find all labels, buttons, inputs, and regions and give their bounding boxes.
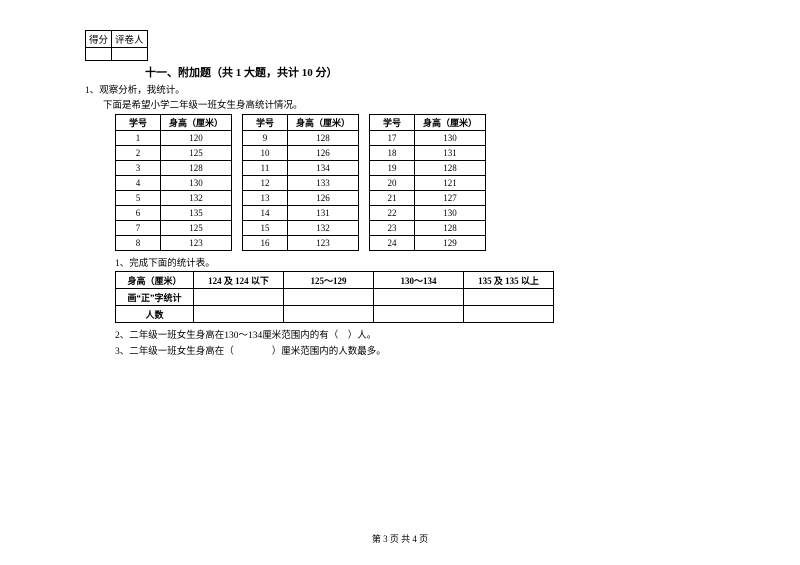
page-footer: 第 3 页 共 4 页 [0,532,800,545]
stat-range-header: 130～134 [374,272,464,289]
table-cell: 9 [243,131,288,146]
height-data-tables: 学号 身高（厘米） 1120 2125 3128 4130 5132 6135 … [115,114,715,251]
table-cell: 1 [116,131,161,146]
question-1-sub: 下面是希望小学二年级一班女生身高统计情况。 [103,97,715,111]
stat-blank [374,289,464,306]
table-cell: 15 [243,221,288,236]
table-cell: 23 [370,221,415,236]
table-cell: 128 [161,161,232,176]
col-height-header: 身高（厘米） [161,115,232,131]
table-cell: 11 [243,161,288,176]
col-id-header: 学号 [243,115,288,131]
table-cell: 2 [116,146,161,161]
stat-range-header: 125～129 [284,272,374,289]
table-cell: 130 [415,131,486,146]
stat-blank [284,306,374,323]
table-cell: 21 [370,191,415,206]
data-table-3: 学号 身高（厘米） 17130 18131 19128 20121 21127 … [369,114,486,251]
table-cell: 126 [288,191,359,206]
table-cell: 12 [243,176,288,191]
stat-count-header: 人数 [116,306,194,323]
stat-blank [284,289,374,306]
table-cell: 6 [116,206,161,221]
score-label: 得分 [86,31,112,48]
stat-blank [194,306,284,323]
table-cell: 126 [288,146,359,161]
sub-question-1: 1、完成下面的统计表。 [115,255,715,269]
table-cell: 24 [370,236,415,251]
table-cell: 135 [161,206,232,221]
section-title: 十一、附加题（共 1 大题，共计 10 分） [145,64,715,80]
table-cell: 20 [370,176,415,191]
table-cell: 132 [161,191,232,206]
sub-question-2: 2、二年级一班女生身高在130～134厘米范围内的有（ ）人。 [115,327,715,341]
reviewer-blank [112,48,148,61]
col-id-header: 学号 [116,115,161,131]
reviewer-label: 评卷人 [112,31,148,48]
stat-row-height-header: 身高（厘米） [116,272,194,289]
table-cell: 8 [116,236,161,251]
score-reviewer-box: 得分 评卷人 [85,30,148,61]
table-cell: 17 [370,131,415,146]
table-cell: 18 [370,146,415,161]
stat-blank [374,306,464,323]
table-cell: 130 [415,206,486,221]
table-cell: 133 [288,176,359,191]
table-cell: 128 [288,131,359,146]
stat-blank [194,289,284,306]
sub-question-3: 3、二年级一班女生身高在（ ）厘米范围内的人数最多。 [115,343,715,357]
statistics-table: 身高（厘米） 124 及 124 以下 125～129 130～134 135 … [115,271,554,323]
table-cell: 128 [415,161,486,176]
table-cell: 10 [243,146,288,161]
table-cell: 16 [243,236,288,251]
data-table-1: 学号 身高（厘米） 1120 2125 3128 4130 5132 6135 … [115,114,232,251]
table-cell: 121 [415,176,486,191]
stat-tally-header: 画“正”字统计 [116,289,194,306]
question-1: 1、观察分析，我统计。 [85,82,715,96]
score-blank [86,48,112,61]
table-cell: 123 [161,236,232,251]
table-cell: 22 [370,206,415,221]
table-cell: 123 [288,236,359,251]
table-cell: 7 [116,221,161,236]
col-height-header: 身高（厘米） [415,115,486,131]
table-cell: 120 [161,131,232,146]
table-cell: 125 [161,146,232,161]
table-cell: 125 [161,221,232,236]
data-table-2: 学号 身高（厘米） 9128 10126 11134 12133 13126 1… [242,114,359,251]
stat-blank [464,289,554,306]
table-cell: 131 [288,206,359,221]
stat-range-header: 135 及 135 以上 [464,272,554,289]
col-height-header: 身高（厘米） [288,115,359,131]
stat-range-header: 124 及 124 以下 [194,272,284,289]
stat-blank [464,306,554,323]
table-cell: 132 [288,221,359,236]
table-cell: 3 [116,161,161,176]
table-cell: 19 [370,161,415,176]
table-cell: 128 [415,221,486,236]
table-cell: 130 [161,176,232,191]
col-id-header: 学号 [370,115,415,131]
table-cell: 13 [243,191,288,206]
table-cell: 127 [415,191,486,206]
table-cell: 4 [116,176,161,191]
table-cell: 14 [243,206,288,221]
table-cell: 131 [415,146,486,161]
table-cell: 129 [415,236,486,251]
table-cell: 134 [288,161,359,176]
table-cell: 5 [116,191,161,206]
